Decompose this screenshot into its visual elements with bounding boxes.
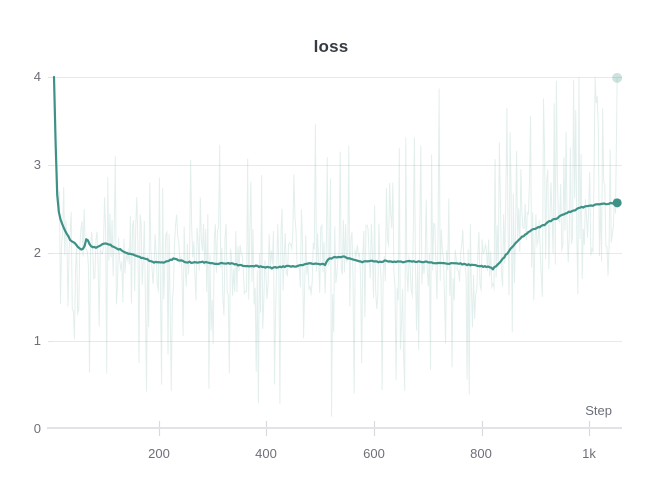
y-axis-tick-label-0: 0 (33, 421, 41, 436)
x-axis-tick-label-200: 200 (148, 446, 170, 461)
x-axis-tick-label-1k: 1k (582, 446, 596, 461)
y-axis-tick-label-2: 2 (33, 245, 41, 260)
chart-title: loss (313, 37, 349, 56)
y-axis-tick-label-4: 4 (33, 69, 41, 84)
x-axis-tick-label-400: 400 (255, 446, 277, 461)
y-axis-tick-label-3: 3 (33, 157, 41, 172)
x-axis-tick-label-600: 600 (363, 446, 385, 461)
x-axis-tick-label-800: 800 (470, 446, 492, 461)
y-axis-tick-label-1: 1 (33, 333, 41, 348)
x-axis-title: Step (585, 403, 612, 418)
